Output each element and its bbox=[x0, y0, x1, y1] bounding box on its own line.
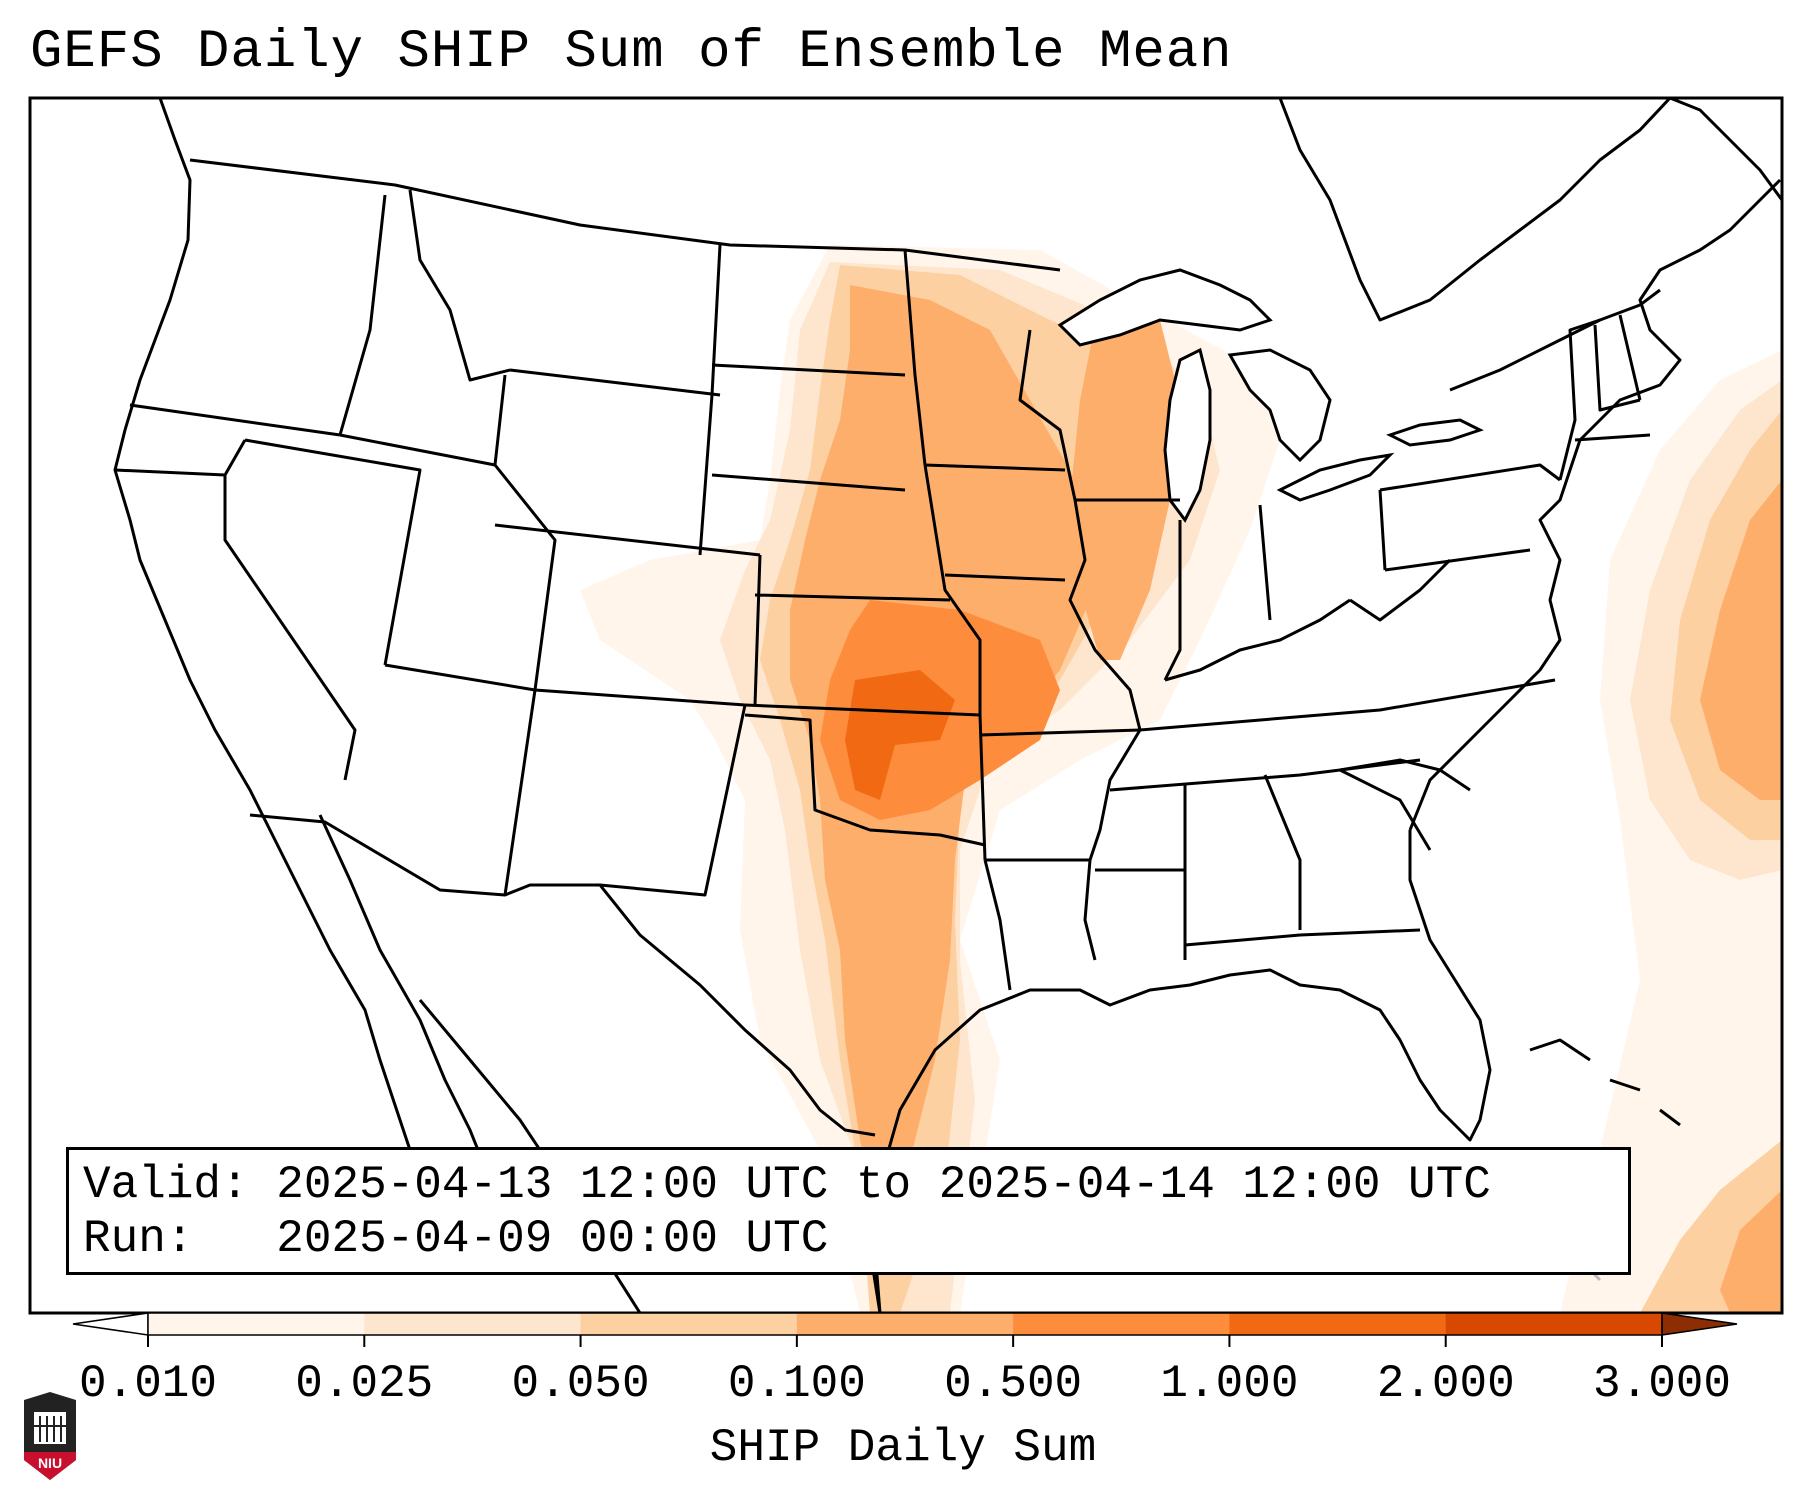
ok-ar bbox=[978, 714, 987, 861]
il-in bbox=[1163, 520, 1182, 681]
lake-huron bbox=[1227, 348, 1332, 463]
or-ca-nv bbox=[114, 439, 247, 477]
oh-pa bbox=[1378, 489, 1387, 571]
ga-sc bbox=[1339, 768, 1432, 851]
mt-dakotas bbox=[710, 244, 722, 396]
tn-south bbox=[1109, 758, 1421, 792]
wi-mn bbox=[1018, 329, 1077, 501]
us-canada-border bbox=[189, 158, 1061, 272]
us-mexico-border bbox=[249, 813, 876, 1137]
az-nm bbox=[503, 689, 537, 896]
colorbar-tick-label: 3.000 bbox=[1592, 1358, 1732, 1410]
colorbar-tick-label: 0.025 bbox=[295, 1358, 434, 1410]
pa-ny bbox=[1379, 463, 1561, 492]
run-label: Run: bbox=[83, 1213, 194, 1265]
sd-ne bbox=[711, 473, 906, 492]
lake-superior bbox=[1057, 268, 1273, 347]
in-oh bbox=[1258, 504, 1272, 621]
ny-new-england bbox=[1558, 318, 1601, 481]
ut-az bbox=[384, 663, 536, 692]
ca-nv bbox=[223, 475, 357, 781]
hudson-bay-area bbox=[1278, 98, 1672, 322]
nv-ut bbox=[244, 438, 422, 666]
valid-run-info-box: Valid: 2025-04-13 12:00 UTC to 2025-04-1… bbox=[66, 1147, 1631, 1275]
idaho-west bbox=[338, 194, 387, 436]
ia-mn bbox=[924, 463, 1066, 472]
nh-me bbox=[1618, 314, 1642, 401]
lake-erie bbox=[1276, 452, 1395, 502]
logo-red-band bbox=[24, 1452, 76, 1480]
logo-building-lines bbox=[34, 1416, 66, 1442]
us-canada-border-east bbox=[1449, 288, 1661, 392]
colorbar-tick-label: 0.500 bbox=[944, 1358, 1083, 1410]
map-title: GEFS Daily SHIP Sum of Ensemble Mean bbox=[30, 22, 1233, 83]
bahamas bbox=[1529, 1038, 1681, 1127]
valid-label: Valid: bbox=[83, 1159, 249, 1211]
ky-north bbox=[1164, 598, 1351, 682]
mn-west bbox=[903, 249, 927, 466]
ia-mo bbox=[944, 573, 1066, 582]
id-mt bbox=[408, 189, 511, 382]
al-ga bbox=[1263, 774, 1302, 930]
state-borders bbox=[114, 158, 1661, 1137]
colorbar-tick-label: 0.050 bbox=[511, 1358, 650, 1410]
colorbar-tick-label: 0.100 bbox=[727, 1358, 866, 1410]
wv-va bbox=[1349, 558, 1452, 622]
run-value: 2025-04-09 00:00 UTC bbox=[276, 1213, 829, 1265]
ut-co bbox=[493, 464, 557, 691]
ne-ia-mo bbox=[923, 464, 982, 715]
la-tx bbox=[983, 859, 1012, 991]
mo-ar bbox=[979, 728, 1141, 737]
ks-ok bbox=[744, 703, 981, 717]
ky-tn bbox=[1139, 678, 1556, 732]
lake-ontario bbox=[1386, 418, 1484, 447]
logo-text: NIU bbox=[38, 1455, 62, 1471]
colorbar-label: SHIP Daily Sum bbox=[709, 1422, 1097, 1474]
vt-nh bbox=[1593, 324, 1641, 412]
ok-tx bbox=[744, 713, 986, 847]
nc-sc bbox=[1339, 758, 1471, 792]
great-lakes bbox=[1057, 268, 1484, 523]
nm-tx bbox=[599, 704, 747, 897]
colorbar-tick-label: 2.000 bbox=[1376, 1358, 1515, 1410]
mt-wy bbox=[509, 368, 721, 397]
baja-peninsula bbox=[318, 814, 492, 1181]
wa-or bbox=[129, 403, 341, 437]
gulf-coast bbox=[873, 830, 1492, 1313]
shade-atlantic-4 bbox=[1700, 480, 1782, 800]
colorbar-tick-label: 0.010 bbox=[78, 1358, 218, 1410]
shade-level-4b bbox=[1070, 300, 1180, 660]
pa-md bbox=[1384, 548, 1531, 572]
valid-value: 2025-04-13 12:00 UTC to 2025-04-14 12:00… bbox=[276, 1159, 1491, 1211]
pacific-coast bbox=[113, 98, 422, 1181]
niu-logo: NIU bbox=[24, 1392, 76, 1480]
wy-sd-ne bbox=[698, 394, 714, 556]
id-wy-ut bbox=[339, 374, 507, 467]
nd-sd bbox=[711, 363, 906, 377]
fl-border bbox=[1184, 928, 1421, 947]
ne-ks bbox=[754, 593, 951, 602]
ma-ct-ri bbox=[1574, 433, 1651, 442]
shade-level-6 bbox=[845, 670, 955, 800]
co-nm bbox=[534, 688, 746, 707]
labrador-coast bbox=[1669, 98, 1782, 201]
shade-caribbean-2 bbox=[1720, 1190, 1782, 1313]
co-ks-ne bbox=[753, 554, 762, 706]
colorbar-tick-label: 1.000 bbox=[1160, 1358, 1299, 1410]
wy-co bbox=[494, 523, 761, 557]
lake-michigan bbox=[1163, 347, 1212, 523]
ship-shading bbox=[580, 245, 1782, 1313]
